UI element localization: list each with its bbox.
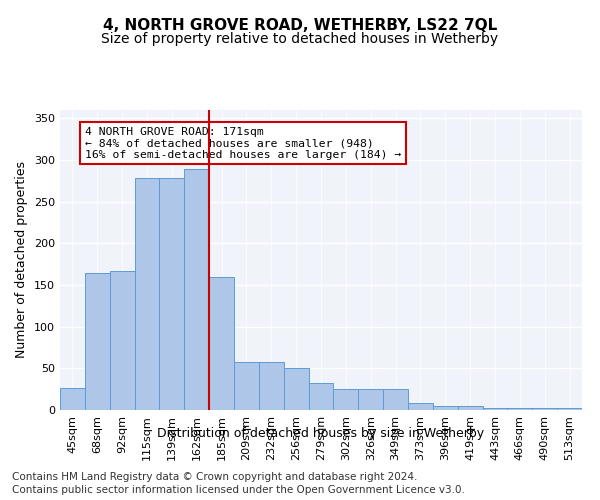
Bar bbox=[557, 408, 582, 410]
Y-axis label: Number of detached properties: Number of detached properties bbox=[16, 162, 28, 358]
Text: 4 NORTH GROVE ROAD: 171sqm
← 84% of detached houses are smaller (948)
16% of sem: 4 NORTH GROVE ROAD: 171sqm ← 84% of deta… bbox=[85, 126, 401, 160]
Bar bbox=[259, 362, 284, 410]
Bar bbox=[60, 388, 85, 410]
Bar bbox=[160, 178, 184, 410]
Bar bbox=[358, 389, 383, 410]
Bar bbox=[482, 408, 508, 410]
Bar bbox=[408, 402, 433, 410]
Bar bbox=[209, 276, 234, 410]
Bar bbox=[110, 271, 134, 410]
Bar bbox=[458, 406, 482, 410]
Bar bbox=[184, 169, 209, 410]
Text: Size of property relative to detached houses in Wetherby: Size of property relative to detached ho… bbox=[101, 32, 499, 46]
Bar bbox=[234, 362, 259, 410]
Bar bbox=[334, 389, 358, 410]
Text: Contains public sector information licensed under the Open Government Licence v3: Contains public sector information licen… bbox=[12, 485, 465, 495]
Bar bbox=[308, 382, 334, 410]
Bar bbox=[433, 406, 458, 410]
Bar bbox=[85, 272, 110, 410]
Bar bbox=[284, 368, 308, 410]
Bar bbox=[383, 389, 408, 410]
Text: Contains HM Land Registry data © Crown copyright and database right 2024.: Contains HM Land Registry data © Crown c… bbox=[12, 472, 418, 482]
Text: Distribution of detached houses by size in Wetherby: Distribution of detached houses by size … bbox=[157, 428, 485, 440]
Text: 4, NORTH GROVE ROAD, WETHERBY, LS22 7QL: 4, NORTH GROVE ROAD, WETHERBY, LS22 7QL bbox=[103, 18, 497, 32]
Bar bbox=[532, 408, 557, 410]
Bar bbox=[508, 408, 532, 410]
Bar bbox=[134, 178, 160, 410]
